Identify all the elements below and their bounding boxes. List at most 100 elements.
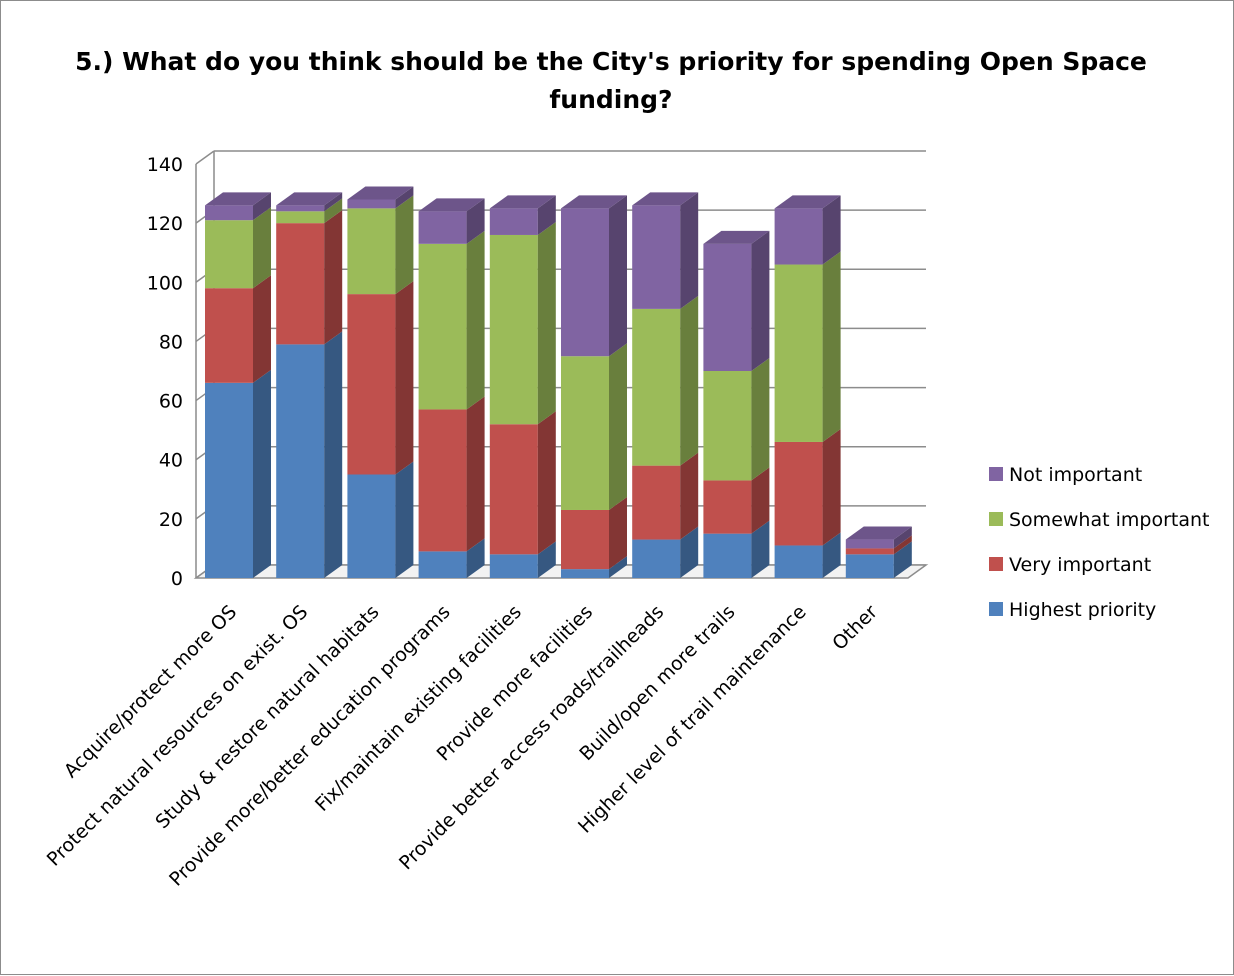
bar-segment-side [609,556,627,578]
bar-segment [845,548,894,555]
y-tick-label: 80 [159,331,183,353]
y-tick-label: 100 [147,272,183,294]
y-tick-label: 60 [159,391,183,413]
bar-segment [418,409,467,552]
bar-segment [347,474,396,578]
bar-segment-side [395,281,414,475]
bar-segment-side [893,535,912,555]
y-tick-label: 20 [159,509,183,531]
y-tick-label: 140 [147,154,183,176]
legend-swatch [989,512,1003,526]
bar-segment-side [324,198,343,224]
legend-label: Highest priority [1009,599,1156,621]
legend-label: Very important [1009,554,1151,576]
bar-segment-side [324,331,343,578]
bar-segment-side [395,461,414,578]
bar-segment-side [751,230,770,371]
bar-segment [205,382,253,578]
bar-segment [347,199,396,209]
bar-segment [632,539,681,578]
bar-segment [703,480,752,534]
bar-segment [561,569,609,578]
bar-segment-side [893,526,912,549]
bar-segment-side [466,230,485,410]
bar-top [418,198,485,212]
bar-segment [489,234,538,425]
legend-label: Not important [1009,464,1142,486]
bar-top [205,192,271,206]
chart-title: 5.) What do you think should be the City… [75,47,1147,114]
bar-segment-side [466,198,485,244]
bar-segment [774,264,823,442]
bar-segment [703,243,752,371]
bar-segment-side [253,207,271,289]
bar-segment-side [609,496,627,570]
bar-segment-side [253,192,271,221]
bar-segment [489,554,538,578]
bar-segment-side [395,186,414,209]
bar-top [347,186,414,200]
bar-segment [774,208,823,265]
bar-segment [632,465,681,540]
bar-segment [347,208,396,295]
bar-segment-side [537,541,556,578]
bar-segment [205,288,253,383]
bar-segment [774,441,823,546]
y-tick-label: 40 [159,450,183,472]
bar-segment [774,545,823,578]
bar-segment [205,220,253,289]
bar-segment-side [537,195,556,235]
legend-label: Somewhat important [1009,509,1209,531]
bar-segment-side [893,541,912,578]
bar-segment [489,208,538,235]
bar-segment [276,223,325,345]
bar-segment [845,539,894,549]
bar-segment [703,533,752,578]
bar-top [489,195,556,209]
bar-segment-side [822,251,841,442]
bar-segment-side [822,428,841,546]
bar-segment-side [822,532,841,578]
bar-segment [489,424,538,555]
bar-segment-side [751,358,770,481]
legend-swatch [989,557,1003,571]
bar-segment [632,308,681,466]
x-tick-label: Provide better access roads/trailheads [395,601,668,874]
gridline-side [195,150,215,165]
bar-top [703,230,770,244]
bar-segment [276,205,325,212]
bar-segment-side [680,295,699,466]
bar-segment-side [822,195,841,265]
legend-swatch [989,602,1003,616]
bar-segment [561,356,609,510]
bar-segment-side [253,369,271,578]
bar-segment-side [751,520,770,578]
bar-segment-side [466,538,485,578]
bar-segment-side [609,343,627,510]
bar-segment-side [537,221,556,425]
bar-segment [845,554,894,578]
legend-swatch [989,467,1003,481]
bar-top [845,526,912,540]
bar-top [276,192,343,206]
bar-segment-side [609,195,627,357]
bar-top [632,192,699,206]
bar-segment-side [324,210,343,345]
bar-segment-side [751,467,770,534]
bar-segment [418,211,467,244]
bar-segment [703,371,752,481]
bar-segment-side [680,452,699,540]
bar-segment [347,294,396,475]
x-tick-label: Protect natural resources on exist. OS [43,601,313,871]
bar-segment-side [680,526,699,578]
bar-segment [632,205,681,309]
bar-segment [418,551,467,578]
bar-segment [276,211,325,224]
bar-segment [205,205,253,221]
bar-segment [418,243,467,410]
bar-segment [561,208,609,357]
bar-segment [276,344,325,578]
bar-top [561,195,627,209]
